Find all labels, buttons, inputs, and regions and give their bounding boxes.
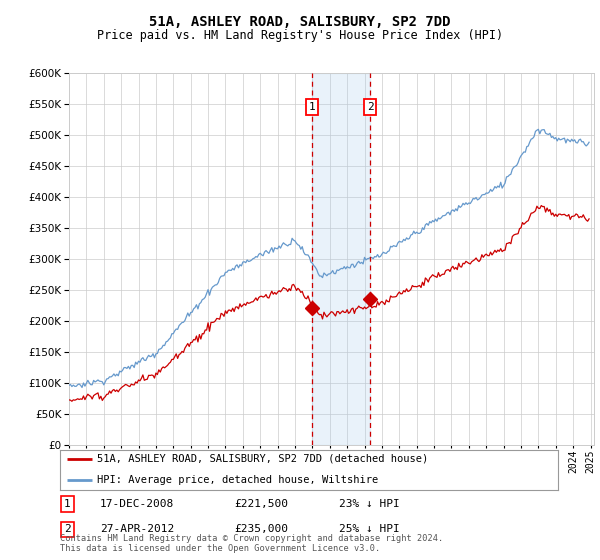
Text: 2: 2	[367, 102, 373, 112]
Text: £221,500: £221,500	[234, 499, 288, 509]
Text: 27-APR-2012: 27-APR-2012	[100, 524, 174, 534]
Text: 23% ↓ HPI: 23% ↓ HPI	[339, 499, 400, 509]
Text: Price paid vs. HM Land Registry's House Price Index (HPI): Price paid vs. HM Land Registry's House …	[97, 29, 503, 42]
Text: £235,000: £235,000	[234, 524, 288, 534]
Text: 25% ↓ HPI: 25% ↓ HPI	[339, 524, 400, 534]
Text: 51A, ASHLEY ROAD, SALISBURY, SP2 7DD: 51A, ASHLEY ROAD, SALISBURY, SP2 7DD	[149, 15, 451, 29]
Text: 1: 1	[64, 499, 71, 509]
Text: 2: 2	[64, 524, 71, 534]
Text: 51A, ASHLEY ROAD, SALISBURY, SP2 7DD (detached house): 51A, ASHLEY ROAD, SALISBURY, SP2 7DD (de…	[97, 454, 428, 464]
Bar	[311, 73, 370, 445]
Text: Contains HM Land Registry data © Crown copyright and database right 2024.
This d: Contains HM Land Registry data © Crown c…	[60, 534, 443, 553]
Text: 17-DEC-2008: 17-DEC-2008	[100, 499, 174, 509]
Text: HPI: Average price, detached house, Wiltshire: HPI: Average price, detached house, Wilt…	[97, 475, 379, 485]
Text: 1: 1	[308, 102, 315, 112]
